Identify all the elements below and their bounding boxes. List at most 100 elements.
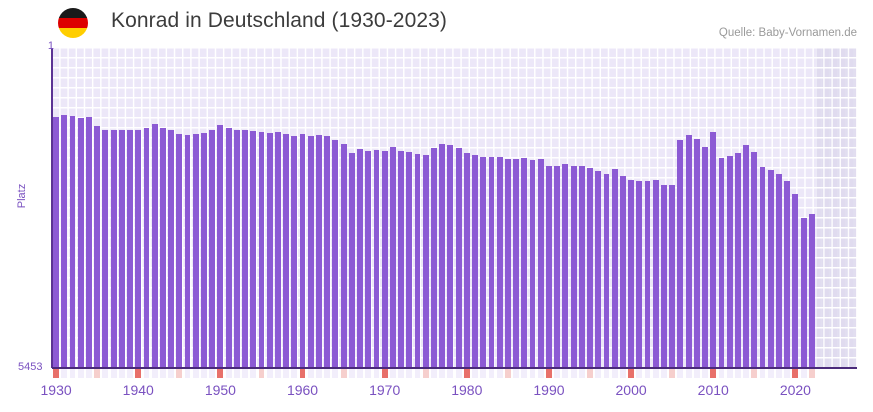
- bar: [685, 135, 692, 368]
- bar: [447, 145, 454, 368]
- tick-marker: [578, 369, 585, 378]
- tick-marker: [472, 369, 478, 378]
- chart-title: Konrad in Deutschland (1930-2023): [111, 9, 448, 32]
- no-data-region: [815, 48, 857, 368]
- bar: [431, 147, 437, 368]
- tick-marker: [554, 369, 561, 378]
- tick-marker: [504, 369, 511, 378]
- tick-marker: [373, 369, 380, 378]
- tick-marker: [324, 369, 331, 378]
- tick-marker: [332, 369, 339, 378]
- flag-band-gold: [58, 27, 88, 38]
- bar: [373, 150, 380, 368]
- tick-marker: [743, 369, 750, 378]
- tick-marker: [496, 369, 503, 378]
- bar: [702, 146, 708, 368]
- tick-marker: [69, 369, 76, 378]
- tick-marker: [61, 369, 68, 378]
- bar: [201, 133, 207, 368]
- tick-marker: [767, 369, 774, 378]
- tick-marker: [233, 369, 240, 378]
- tick-marker: [209, 369, 216, 378]
- tick-marker: [414, 369, 421, 378]
- bar: [570, 165, 577, 368]
- y-axis-title: Platz: [16, 183, 28, 209]
- bar: [110, 129, 117, 368]
- tick-marker: [143, 369, 150, 378]
- tick-marker: [693, 369, 700, 378]
- bar: [784, 181, 791, 368]
- tick-marker: [570, 369, 577, 378]
- tick-marker: [685, 369, 692, 378]
- x-axis-line: [52, 367, 857, 369]
- tick-marker: [628, 369, 635, 378]
- bar: [258, 131, 265, 368]
- bar: [307, 135, 314, 368]
- bar: [86, 116, 92, 368]
- tick-marker: [192, 369, 199, 378]
- bar: [644, 180, 651, 368]
- tick-marker: [250, 369, 257, 378]
- tick-marker: [258, 369, 265, 378]
- bar: [488, 157, 495, 368]
- tick-marker: [529, 369, 536, 378]
- bar: [324, 135, 331, 368]
- bar: [537, 158, 544, 368]
- bar: [225, 127, 232, 368]
- bar: [69, 116, 76, 368]
- tick-marker: [357, 369, 363, 378]
- tick-marker: [652, 369, 659, 378]
- tick-marker: [751, 369, 758, 378]
- bar: [521, 158, 528, 368]
- tick-marker: [291, 369, 298, 378]
- x-axis-tick-label: 2000: [615, 382, 647, 398]
- bar: [143, 127, 150, 368]
- tick-marker: [102, 369, 109, 378]
- y-axis-top-label: 1: [47, 40, 54, 52]
- bar: [677, 139, 684, 368]
- tick-marker: [702, 369, 708, 378]
- bar: [291, 135, 298, 368]
- tick-marker: [266, 369, 273, 378]
- bar: [743, 145, 750, 368]
- tick-marker: [168, 369, 175, 378]
- tick-marker: [381, 369, 388, 378]
- bar: [455, 148, 462, 368]
- bar: [652, 179, 659, 368]
- bar: [389, 146, 396, 368]
- bar: [619, 175, 626, 368]
- bar: [496, 156, 503, 368]
- tick-marker: [595, 369, 602, 378]
- bar: [422, 155, 429, 368]
- bar: [595, 171, 602, 368]
- tick-marker: [283, 369, 290, 378]
- tick-marker: [151, 369, 158, 378]
- tick-marker: [455, 369, 462, 378]
- bar: [61, 114, 68, 368]
- bar: [217, 125, 224, 368]
- bar: [340, 144, 347, 368]
- tick-marker: [784, 369, 791, 378]
- x-axis-tick-label: 2010: [697, 382, 729, 398]
- x-axis-tick-label: 1990: [533, 382, 565, 398]
- tick-marker: [562, 369, 569, 378]
- tick-marker: [53, 369, 60, 378]
- bar: [628, 180, 635, 368]
- tick-marker: [127, 369, 133, 378]
- bar: [578, 165, 585, 368]
- tick-marker: [537, 369, 544, 378]
- tick-marker: [644, 369, 651, 378]
- bar: [176, 134, 183, 368]
- bar: [718, 158, 725, 368]
- bar: [611, 168, 618, 368]
- tick-marker: [619, 369, 626, 378]
- tick-marker: [776, 369, 782, 378]
- bar: [406, 152, 413, 368]
- bar: [135, 129, 142, 368]
- tick-marker: [110, 369, 117, 378]
- x-axis-tick-label: 2020: [779, 382, 811, 398]
- bar: [726, 156, 733, 368]
- tick-marker: [94, 369, 101, 378]
- tick-marker: [340, 369, 347, 378]
- tick-marker: [242, 369, 248, 378]
